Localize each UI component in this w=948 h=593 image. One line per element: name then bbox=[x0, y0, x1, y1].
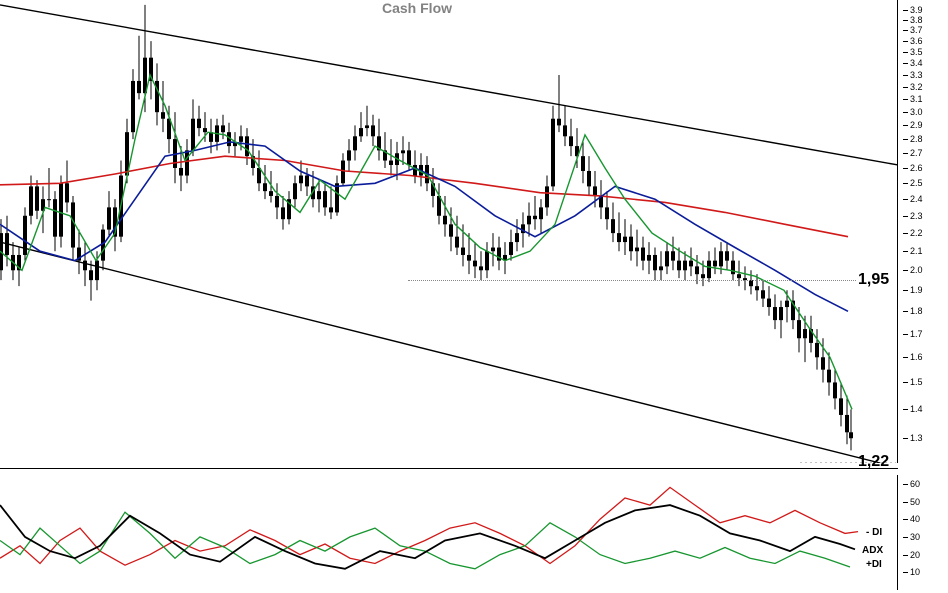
price-axis-tick: 1.8 bbox=[910, 306, 923, 316]
price-axis-tick: 2.6 bbox=[910, 163, 923, 173]
price-axis-tick: 3.0 bbox=[910, 107, 923, 117]
price-axis-tick: 3.7 bbox=[910, 25, 923, 35]
indicator-axis-tick: 50 bbox=[910, 497, 920, 507]
indicator-axis-tick: 30 bbox=[910, 532, 920, 542]
price-axis-tick: 1.3 bbox=[910, 433, 923, 443]
price-axis-tick: 1.6 bbox=[910, 352, 923, 362]
support-line-195 bbox=[408, 280, 856, 281]
price-axis-tick: 3.8 bbox=[910, 15, 923, 25]
price-axis-tick: 1.7 bbox=[910, 329, 923, 339]
price-axis-tick: 3.5 bbox=[910, 47, 923, 57]
indicator-axis-tick: 20 bbox=[910, 550, 920, 560]
indicator-axis-tick: 40 bbox=[910, 514, 920, 524]
adx-indicator-chart bbox=[0, 475, 898, 590]
price-axis-tick: 1.9 bbox=[910, 285, 923, 295]
price-axis-tick: 1.4 bbox=[910, 404, 923, 414]
price-axis-tick: 2.3 bbox=[910, 211, 923, 221]
indicator-legend-label: - DI bbox=[866, 527, 882, 538]
indicator-axis-tick: 60 bbox=[910, 479, 920, 489]
price-axis-tick: 3.9 bbox=[910, 5, 923, 15]
price-axis-tick: 3.4 bbox=[910, 58, 923, 68]
price-axis-tick: 2.2 bbox=[910, 228, 923, 238]
price-axis-tick: 3.2 bbox=[910, 82, 923, 92]
axis-frame bbox=[897, 0, 898, 463]
price-axis-tick: 3.6 bbox=[910, 36, 923, 46]
price-axis-tick: 2.8 bbox=[910, 134, 923, 144]
indicator-axis-tick: 10 bbox=[910, 567, 920, 577]
panel-separator bbox=[0, 468, 898, 469]
price-axis-tick: 2.7 bbox=[910, 148, 923, 158]
indicator-legend-label: ADX bbox=[862, 545, 883, 556]
price-axis-tick: 2.1 bbox=[910, 246, 923, 256]
price-axis-tick: 1.5 bbox=[910, 377, 923, 387]
price-chart bbox=[0, 0, 898, 463]
price-axis-tick: 2.5 bbox=[910, 178, 923, 188]
indicator-legend-label: +DI bbox=[866, 559, 882, 570]
price-axis-tick: 2.9 bbox=[910, 120, 923, 130]
price-axis-tick: 3.1 bbox=[910, 94, 923, 104]
price-level-label: 1,22 bbox=[858, 453, 889, 471]
price-level-label: 1,95 bbox=[858, 271, 889, 289]
axis-frame bbox=[897, 475, 898, 590]
price-axis-tick: 2.0 bbox=[910, 265, 923, 275]
price-axis-tick: 3.3 bbox=[910, 70, 923, 80]
price-axis-tick: 2.4 bbox=[910, 194, 923, 204]
